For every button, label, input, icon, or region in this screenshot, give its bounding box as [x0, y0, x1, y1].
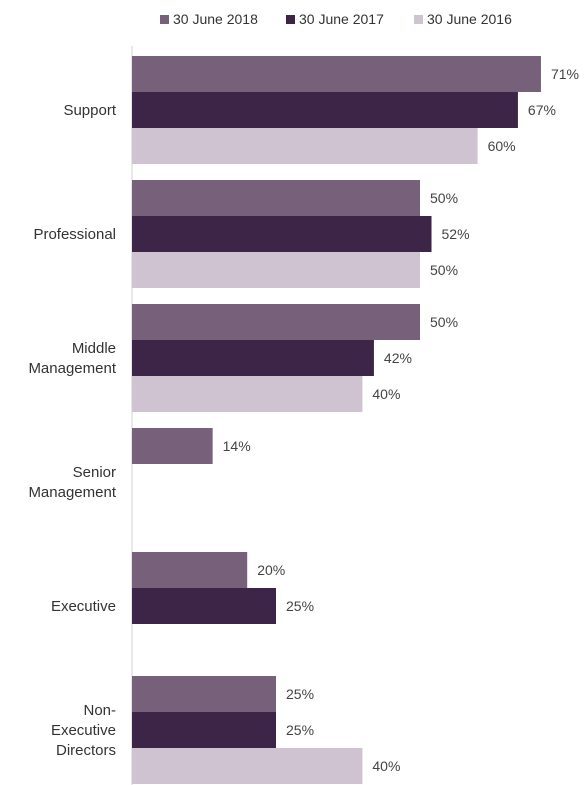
- bar: [132, 304, 420, 340]
- legend: 30 June 2018 30 June 2017 30 June 2016: [160, 11, 512, 27]
- data-label: 50%: [430, 314, 458, 330]
- data-label: 50%: [430, 190, 458, 206]
- bar: [132, 216, 432, 252]
- data-label: 14%: [223, 438, 251, 454]
- data-label: 50%: [430, 262, 458, 278]
- category-labels: Support Professional Middle Management Senio…: [28, 102, 116, 759]
- data-label: 42%: [384, 350, 412, 366]
- data-label: 20%: [257, 562, 285, 578]
- bar: [132, 56, 541, 92]
- category-label: Non-Executive Directors: [51, 702, 116, 759]
- data-label: 25%: [286, 686, 314, 702]
- bar: [132, 376, 363, 412]
- bar: [132, 128, 478, 164]
- bar: [132, 428, 213, 464]
- bar: [132, 180, 420, 216]
- bars: 71% 67% 60% 50% 52% 50% 50% 42% 40% 14% 20% 25% 25% 2…: [132, 56, 579, 784]
- data-label: 52%: [442, 226, 470, 242]
- data-label: 25%: [286, 722, 314, 738]
- legend-swatch: [286, 15, 295, 24]
- category-label: Executive: [51, 598, 116, 615]
- bar: [132, 552, 248, 588]
- data-label: 60%: [488, 138, 516, 154]
- legend-label: 30 June 2016: [427, 11, 512, 27]
- legend-label: 30 June 2018: [173, 11, 258, 27]
- data-label: 40%: [372, 386, 400, 402]
- data-label: 25%: [286, 598, 314, 614]
- bar: [132, 588, 276, 624]
- category-label: Middle Management: [28, 340, 116, 377]
- bar: [132, 340, 374, 376]
- legend-label: 30 June 2017: [299, 11, 384, 27]
- legend-swatch: [414, 15, 423, 24]
- bar: [132, 676, 276, 712]
- data-label: 67%: [528, 102, 556, 118]
- category-label: Support: [63, 102, 116, 119]
- data-label: 40%: [372, 758, 400, 774]
- data-label: 71%: [551, 66, 579, 82]
- bar: [132, 252, 420, 288]
- legend-swatch: [160, 15, 169, 24]
- category-label: Senior Management: [28, 464, 116, 501]
- bar: [132, 92, 518, 128]
- bar: [132, 748, 363, 784]
- category-label: Professional: [33, 226, 116, 243]
- bar: [132, 712, 276, 748]
